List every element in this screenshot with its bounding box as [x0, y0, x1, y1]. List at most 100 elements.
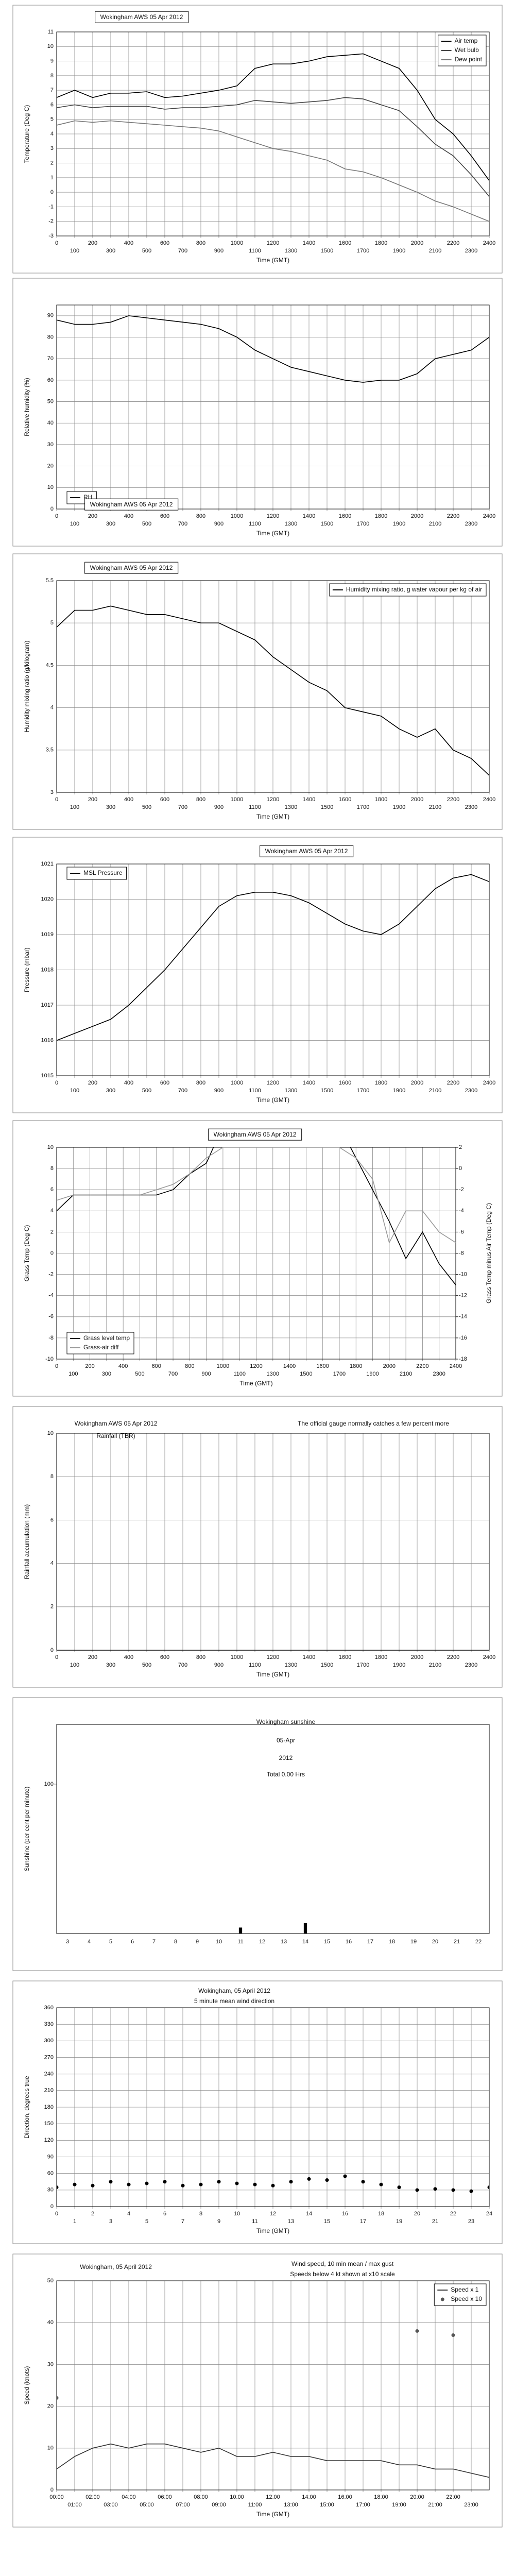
x-tick-label: 0 [55, 240, 58, 246]
plot-marks [57, 874, 489, 1041]
x-tick-label: 12:00 [266, 2494, 280, 2500]
y2-tick-label: -16 [459, 1335, 467, 1341]
x-tick-label: 8 [199, 2211, 202, 2217]
y-tick-label: 8 [50, 73, 54, 79]
x-tick-label: 300 [106, 1088, 115, 1094]
y-tick-label: 1016 [41, 1037, 54, 1043]
legend: MSL Pressure [66, 867, 127, 880]
y-axis-label: Relative humidity (%) [23, 378, 30, 436]
y-tick-label: -10 [45, 1356, 54, 1362]
x-tick-label: 600 [160, 1654, 169, 1660]
x-tick-label: 19 [396, 2218, 402, 2225]
x-tick-label: 900 [214, 1088, 224, 1094]
x-tick-label: 2400 [483, 1080, 495, 1086]
x-tick-label: 1500 [321, 1662, 333, 1668]
x-tick-label: 1200 [250, 1363, 262, 1369]
y-tick-label: 10 [47, 43, 54, 49]
x-tick-label: 20 [432, 1939, 438, 1945]
x-tick-label: 700 [178, 521, 187, 527]
y2-tick-label: -2 [459, 1187, 464, 1193]
y-axis-label: Humidity mixing ratio (g/kilogram) [23, 640, 30, 732]
x-tick-label: 1600 [339, 796, 351, 803]
x-tick-label: 2200 [416, 1363, 428, 1369]
x-tick-label: 1900 [393, 1662, 405, 1668]
x-tick-label: 700 [178, 804, 187, 810]
x-axis-label: Time (GMT) [256, 813, 289, 820]
x-tick-label: 1300 [285, 1662, 297, 1668]
x-tick-label: 1200 [267, 796, 279, 803]
y-tick-label: 1 [50, 175, 54, 181]
x-tick-label: 1500 [321, 521, 333, 527]
legend-box [329, 583, 487, 597]
x-tick-label: 100 [68, 1371, 78, 1377]
x-tick-label: 2000 [411, 1654, 423, 1660]
annotation: 2012 [279, 1754, 293, 1761]
y-axis-label: Pressure (mbar) [23, 947, 30, 992]
y-tick-label: 11 [48, 29, 54, 35]
x-tick-label: 10 [234, 2211, 240, 2217]
plot-border [56, 2280, 490, 2490]
annotation: The official gauge normally catches a fe… [298, 1420, 449, 1427]
plot-marks [57, 2174, 489, 2193]
x-tick-label: 100 [70, 1088, 79, 1094]
x-tick-label: 0 [55, 2211, 58, 2217]
x-tick-label: 0 [55, 1080, 58, 1086]
x-tick-label: 2300 [433, 1371, 445, 1377]
point [145, 2181, 149, 2185]
x-tick-label: 600 [160, 240, 169, 246]
x-tick-label: 1400 [303, 1654, 315, 1660]
y-tick-label: -4 [48, 1293, 54, 1299]
y2-axis-label: Grass Temp minus Air Temp (Deg C) [485, 1203, 492, 1303]
x-tick-label: 14 [302, 1939, 308, 1945]
plot-border [56, 304, 490, 510]
y-tick-label: 120 [44, 2137, 54, 2143]
panel-border [12, 5, 503, 274]
series-line [57, 874, 489, 1041]
y-tick-label: 3 [50, 789, 54, 795]
chart-panel: -3 -2 -1 0 1 2 3 4 5 6 7 8 9 10 11 0 100 200 300 400 500 600 7… [12, 5, 503, 274]
x-tick-label: 1000 [231, 1080, 243, 1086]
y2-tick-label: -12 [459, 1293, 467, 1299]
y-tick-label: 20 [47, 463, 54, 469]
y-tick-label: 70 [47, 355, 54, 362]
x-tick-label: 500 [135, 1371, 144, 1377]
y-tick-label: 4 [50, 131, 54, 137]
point [343, 2174, 347, 2178]
x-tick-label: 18:00 [374, 2494, 388, 2500]
series-line [57, 605, 489, 776]
panel-border [12, 2253, 503, 2528]
x-tick-label: 19:00 [392, 2502, 406, 2508]
x-tick-label: 1800 [375, 796, 387, 803]
y-tick-label: 150 [44, 2121, 54, 2127]
point [307, 2177, 311, 2181]
x-tick-label: 500 [142, 1662, 151, 1668]
plot-border [56, 31, 490, 236]
legend-label: Grass level temp [83, 1334, 130, 1342]
x-tick-label: 9 [217, 2218, 220, 2225]
x-tick-label: 2300 [465, 521, 477, 527]
legend-label: Dew point [455, 56, 483, 63]
y2-tick-label: -4 [459, 1208, 464, 1214]
x-tick-label: 1000 [231, 796, 243, 803]
chart-panel: 0246810010020030040050060070080090010001… [12, 1406, 503, 1688]
x-tick-label: 1900 [393, 804, 405, 810]
x-tick-label: 900 [214, 521, 224, 527]
chart-title: Wokingham sunshine [256, 1718, 316, 1725]
plot-marks [238, 1923, 307, 1934]
point [451, 2333, 455, 2337]
x-tick-label: 2200 [447, 796, 459, 803]
x-tick-label: 1000 [217, 1363, 229, 1369]
x-tick-label: 200 [88, 240, 97, 246]
y-tick-label: 30 [47, 2361, 54, 2367]
series-line [57, 2443, 489, 2478]
x-tick-label: 07:00 [176, 2502, 190, 2508]
y-tick-label: 330 [44, 2021, 54, 2027]
legend-box [434, 2283, 487, 2306]
x-axis-label: Time (GMT) [256, 530, 289, 537]
x-tick-label: 100 [70, 521, 79, 527]
bar [238, 1927, 243, 1934]
legend: Air temp Wet bulb Dew point [438, 35, 487, 66]
y-tick-label: 80 [47, 334, 54, 340]
plot-marks [57, 1147, 456, 1285]
x-tick-label: 700 [178, 1662, 187, 1668]
